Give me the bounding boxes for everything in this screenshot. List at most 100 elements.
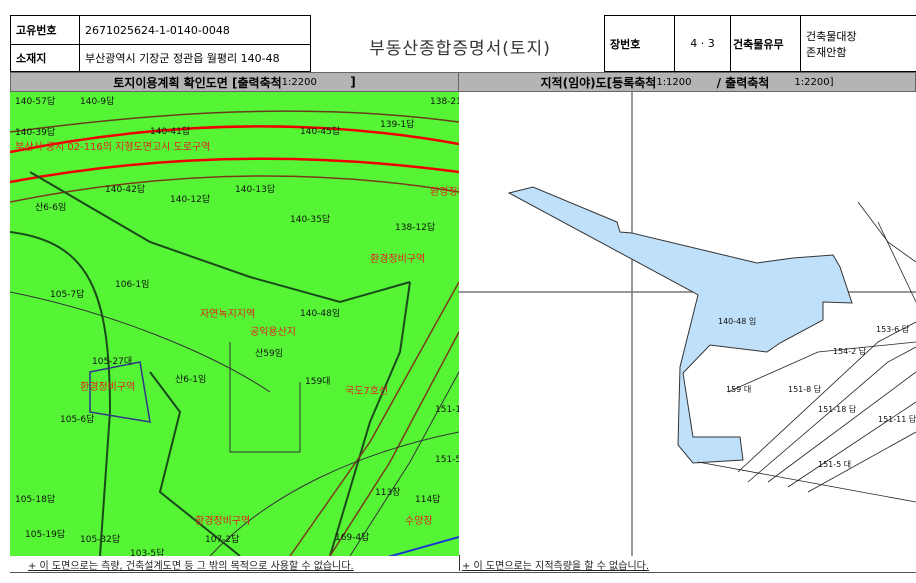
parcel-label: 산6-1임 bbox=[175, 373, 206, 385]
boundary-line bbox=[387, 536, 459, 556]
parcel-label: 153-6 답 bbox=[876, 324, 910, 334]
map-background bbox=[10, 92, 459, 556]
parcel-boundary bbox=[727, 341, 916, 393]
boundary-line bbox=[10, 110, 459, 133]
output-scale: 1:2200 bbox=[281, 76, 317, 88]
parcel-label: 105-19답 bbox=[25, 528, 65, 540]
land-use-map[interactable]: 140-57답 140-9답 140-39답 140-41답 140-45답 139-1답… bbox=[10, 92, 459, 556]
parcel-label: 105-32답 bbox=[80, 533, 120, 545]
parcel-label: 140-13답 bbox=[235, 183, 275, 195]
heading-text: 지적(임야)도[등록축척 bbox=[540, 75, 657, 90]
parcel-label: 140-48 임 bbox=[718, 317, 756, 326]
left-panel-heading: 토지이용계획 확인도면 [출력축척 1:2200 ] bbox=[10, 72, 459, 92]
boundary-line bbox=[10, 231, 112, 556]
page-title: 부동산종합증명서(토지) bbox=[369, 39, 551, 59]
parcel-label: 159대 bbox=[305, 376, 330, 387]
id-value: 2671025624-1-0140-0048 bbox=[79, 15, 311, 45]
zone-label: 공익용산지 bbox=[250, 326, 296, 338]
zone-label: 환경정비구역 bbox=[80, 380, 135, 393]
parcel-label: 140-48임 bbox=[300, 307, 340, 319]
boundary-line bbox=[289, 281, 459, 556]
zone-label: 환경정비구역 bbox=[370, 252, 425, 265]
parcel-label: 139-1답 bbox=[380, 118, 414, 130]
parcel-label: 105-18답 bbox=[15, 493, 55, 505]
parcel-label: 140-41답 bbox=[150, 125, 190, 137]
parcel-label: 151-5 대 bbox=[818, 460, 851, 469]
boundary-line bbox=[10, 291, 271, 393]
boundary-line bbox=[10, 175, 459, 203]
building-value: 건축물대장 존재안함 bbox=[800, 15, 916, 72]
parcel-label: 114답 bbox=[415, 493, 440, 505]
parcel-label: 140-42답 bbox=[105, 183, 145, 195]
parcel-label: 산59임 bbox=[255, 347, 283, 359]
boundary-line bbox=[329, 281, 411, 556]
parcel-label: 140-39답 bbox=[15, 126, 55, 138]
parcel-boundary bbox=[737, 321, 916, 473]
parcel-label: 154-2 답 bbox=[833, 346, 867, 356]
parcel-boundary bbox=[767, 371, 916, 483]
parcel-label: 151-5대 bbox=[435, 454, 459, 465]
output-scale-label: / 출력축척 bbox=[716, 75, 770, 90]
boundary-line bbox=[149, 371, 241, 556]
right-note: + 이 도면으로는 지적측량을 할 수 없습니다. bbox=[462, 561, 650, 572]
sheet-label: 장번호 bbox=[604, 15, 675, 72]
zone-label: 부산시 공시 02-116의 지형도면고시 도로구역 bbox=[15, 141, 210, 153]
zone-label: 자연녹지지역 bbox=[200, 308, 255, 320]
parcel-boundary bbox=[697, 461, 916, 503]
right-panel-heading: 지적(임야)도[등록축척 1:1200 / 출력축척 1:2200] bbox=[458, 72, 916, 92]
parcel-label: 105-7답 bbox=[50, 288, 84, 300]
boundary-line bbox=[10, 157, 459, 184]
parcel-label: 140-12답 bbox=[170, 193, 210, 205]
parcel-boundary bbox=[857, 201, 916, 263]
zone-label: 수양장 bbox=[405, 515, 433, 527]
parcel-label: 151-18 답 bbox=[818, 404, 857, 414]
zone-label: 환경정비구역 bbox=[195, 514, 250, 527]
cadastral-map[interactable]: 140-48 임 159 대 151-5 대 151-11 답 154-2 답 153-6… bbox=[458, 92, 916, 556]
boundary-line bbox=[329, 331, 459, 556]
boundary-line bbox=[349, 371, 459, 556]
boundary-line bbox=[29, 171, 411, 304]
id-label: 고유번호 bbox=[10, 15, 80, 45]
output-scale: 1:2200] bbox=[794, 76, 834, 88]
address-label: 소재지 bbox=[10, 44, 80, 72]
boundary-line bbox=[89, 361, 151, 423]
boundary-line bbox=[10, 125, 459, 154]
parcel-label: 113장 bbox=[375, 487, 400, 498]
boundary-line bbox=[209, 431, 459, 556]
parcel-boundary bbox=[747, 346, 916, 483]
parcel-label: 151-11 답 bbox=[878, 414, 916, 424]
parcel-label: 138-21답 bbox=[430, 95, 459, 107]
building-label: 건축물유무 bbox=[730, 15, 801, 72]
parcel-label: 107-2답 bbox=[205, 533, 239, 545]
parcel-label: 105-27대 bbox=[92, 356, 132, 367]
parcel-label: 138-12답 bbox=[395, 221, 435, 233]
parcel-label: 105-6답 bbox=[60, 413, 94, 425]
subject-parcel bbox=[507, 186, 853, 464]
parcel-label: 140-45답 bbox=[300, 125, 340, 137]
parcel-label: 159 대 bbox=[726, 385, 751, 394]
parcel-label: 151-11답 bbox=[435, 403, 459, 415]
parcel-label: 140-9답 bbox=[80, 95, 114, 107]
left-note: + 이 도면으로는 측량, 건축설계도면 등 그 밖의 목적으로 사용할 수 없… bbox=[28, 561, 354, 572]
building-value-line2: 존재안함 bbox=[806, 45, 847, 59]
sheet-value: 4 · 3 bbox=[674, 15, 731, 72]
heading-close: ] bbox=[350, 75, 356, 89]
footer-line bbox=[10, 572, 916, 573]
zone-label: 국도7호선 bbox=[345, 385, 388, 397]
parcel-label: 140-35답 bbox=[290, 213, 330, 225]
parcel-label: 103-5답 bbox=[130, 547, 164, 556]
address-value: 부산광역시 기장군 정관읍 월평리 140-48 bbox=[79, 44, 311, 72]
parcel-boundary bbox=[807, 431, 916, 493]
building-value-line1: 건축물대장 bbox=[806, 29, 857, 43]
zone-label: 환경정비구역 bbox=[430, 185, 459, 198]
heading-text: 토지이용계획 확인도면 [출력축척 bbox=[113, 75, 282, 90]
parcel-label: 140-57답 bbox=[15, 95, 55, 107]
parcel-label: 106-1임 bbox=[115, 278, 149, 290]
parcel-label: 산6-6임 bbox=[35, 201, 66, 213]
boundary-line bbox=[229, 342, 301, 453]
parcel-label: 151-8 답 bbox=[788, 384, 822, 394]
registered-scale: 1:1200 bbox=[656, 76, 692, 88]
parcel-boundary bbox=[877, 221, 916, 303]
divider bbox=[459, 555, 460, 571]
